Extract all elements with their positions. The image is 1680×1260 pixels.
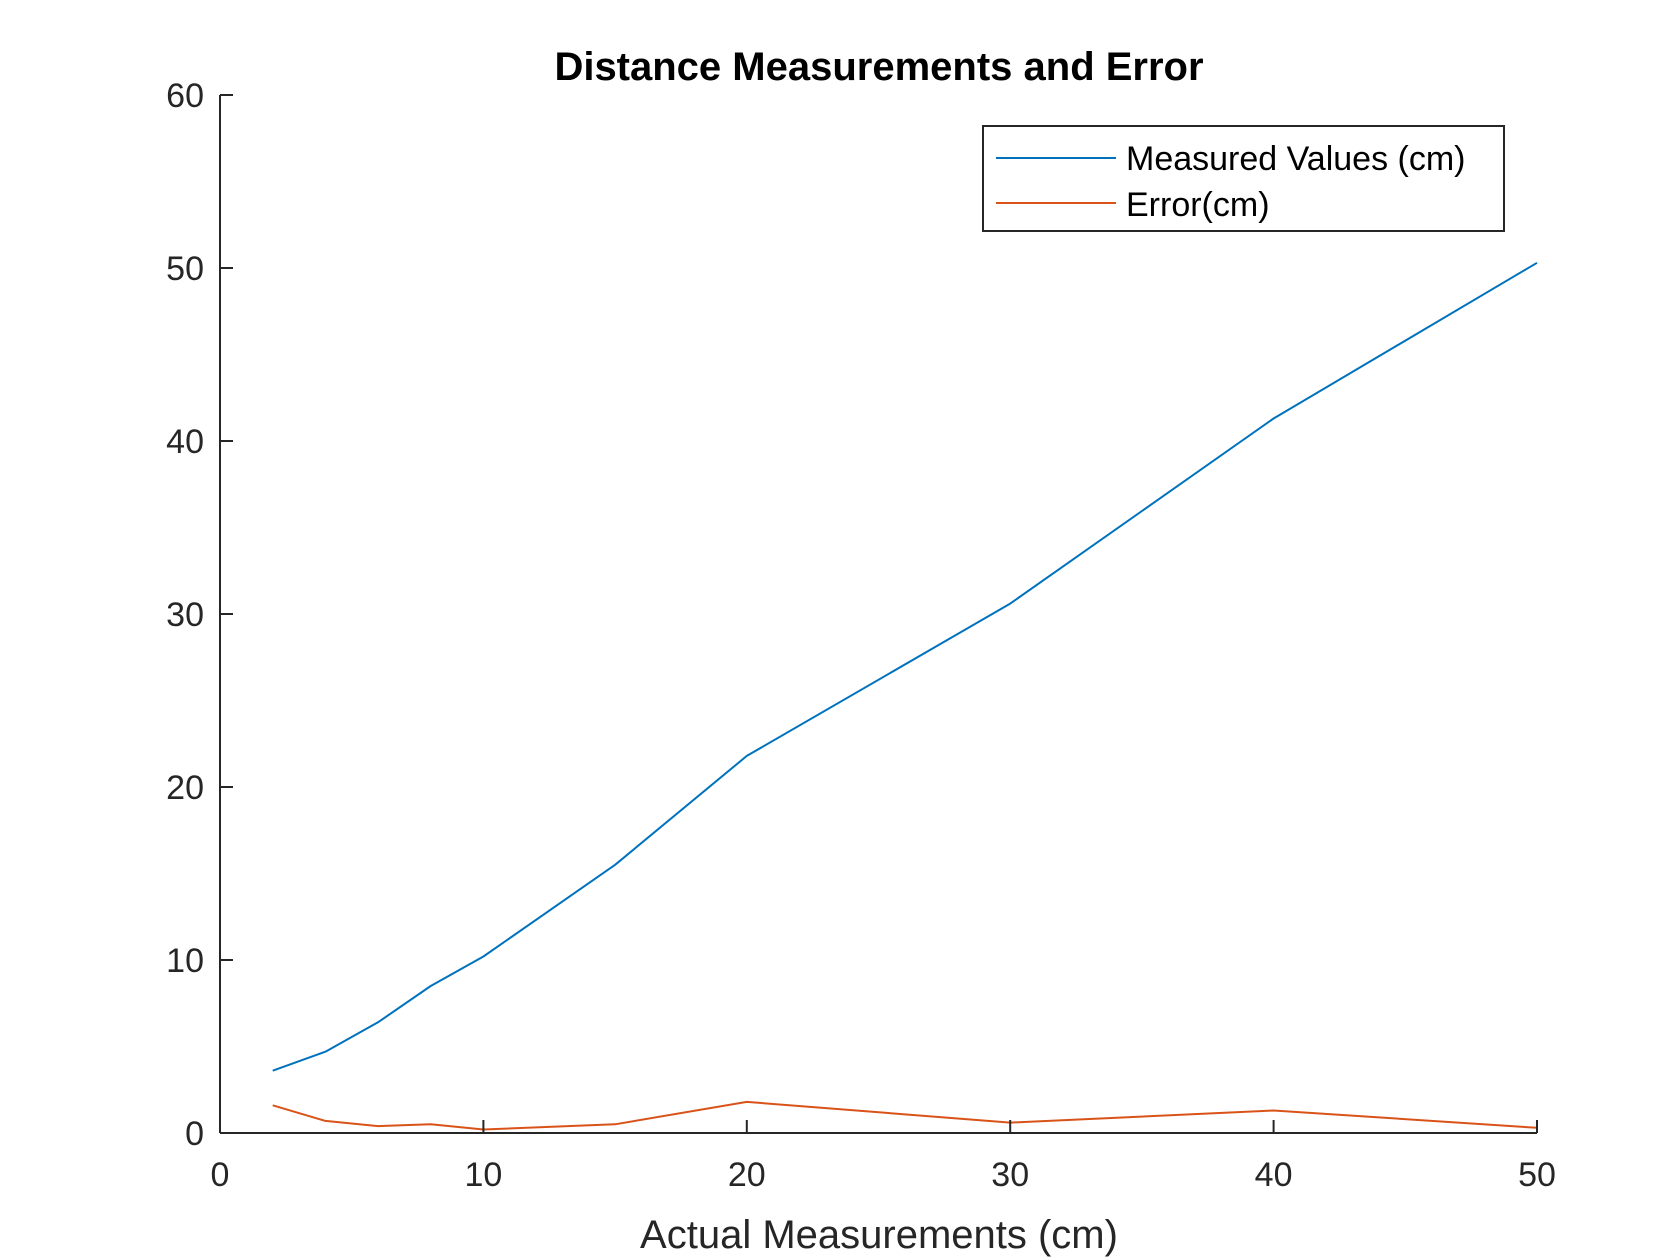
x-tick-label: 20 (728, 1156, 766, 1194)
y-tick-label: 60 (166, 77, 204, 115)
y-tick-label: 30 (166, 596, 204, 634)
x-ticks: 0 10 20 30 40 50 (211, 1120, 1556, 1194)
legend-box (982, 125, 1505, 232)
series-line-error (272, 1100, 1538, 1131)
x-tick-label: 50 (1518, 1156, 1556, 1194)
y-tick-label: 10 (166, 942, 204, 980)
y-tick-label: 0 (185, 1115, 204, 1153)
y-ticks: 0 10 20 30 40 50 60 (166, 77, 233, 1153)
x-tick-label: 40 (1255, 1156, 1293, 1194)
y-tick-label: 20 (166, 769, 204, 807)
series-line-measured (272, 261, 1538, 1072)
x-axis-label: Actual Measurements (cm) (640, 1213, 1118, 1257)
x-tick-label: 10 (464, 1156, 502, 1194)
legend-label-measured: Measured Values (cm) (1126, 140, 1466, 178)
chart-title: Distance Measurements and Error (554, 45, 1203, 89)
plot-area: 0 10 20 30 40 50 0 10 20 30 40 50 60 (166, 77, 1556, 1194)
y-tick-label: 50 (166, 250, 204, 288)
x-tick-label: 0 (211, 1156, 230, 1194)
legend-label-error: Error(cm) (1126, 186, 1270, 224)
legend: Measured Values (cm) Error(cm) (982, 125, 1505, 232)
y-tick-label: 40 (166, 423, 204, 461)
series-layer (272, 261, 1538, 1131)
x-tick-label: 30 (991, 1156, 1029, 1194)
